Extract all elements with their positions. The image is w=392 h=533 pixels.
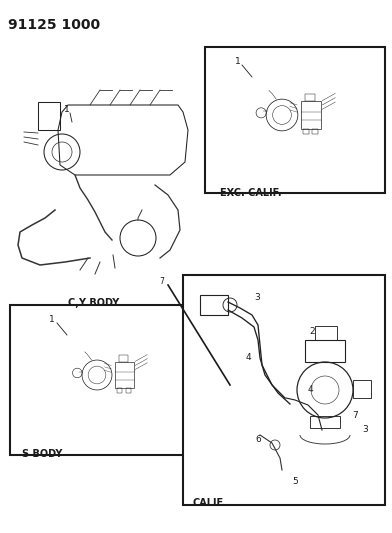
Text: 1: 1 (64, 106, 70, 115)
Text: 5: 5 (292, 478, 298, 487)
Text: 1: 1 (235, 58, 241, 67)
Bar (303, 128, 309, 134)
Bar (125, 388, 131, 393)
Text: 7: 7 (160, 278, 164, 287)
Text: S BODY: S BODY (22, 449, 62, 459)
Bar (353, 380, 371, 398)
Text: 7: 7 (352, 410, 358, 419)
Text: 1: 1 (49, 316, 55, 325)
Bar (305, 94, 315, 101)
Bar (312, 128, 318, 134)
Text: EXC. CALIF.: EXC. CALIF. (220, 188, 281, 198)
Text: 4: 4 (245, 353, 251, 362)
Bar (301, 101, 321, 128)
Bar (310, 416, 340, 428)
Bar (315, 326, 337, 340)
Text: 91125 1000: 91125 1000 (8, 18, 100, 32)
Bar (38, 102, 60, 130)
Bar (117, 388, 122, 393)
Text: CALIF.: CALIF. (193, 498, 227, 508)
Bar (119, 356, 128, 362)
Bar (205, 47, 385, 193)
Text: 3: 3 (362, 425, 368, 434)
Bar (305, 340, 345, 362)
Text: 4: 4 (307, 385, 313, 394)
Bar (10, 305, 185, 455)
Text: 3: 3 (254, 293, 260, 302)
Bar (183, 275, 385, 505)
Bar (200, 295, 228, 315)
Bar (115, 362, 134, 388)
Text: 2: 2 (309, 327, 315, 336)
Text: 6: 6 (255, 435, 261, 445)
Text: C,Y BODY: C,Y BODY (68, 298, 119, 308)
